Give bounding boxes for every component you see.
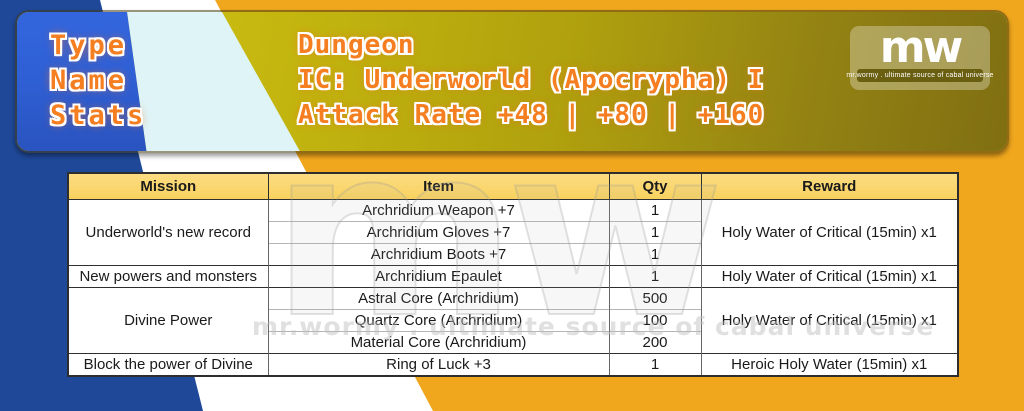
mission-cell: New powers and monsters [67, 265, 269, 288]
table-row: New powers and monsters Archridium Epaule… [67, 265, 959, 288]
banner-blue-panel [17, 12, 147, 151]
table-row: Archridium Boots +7 1 [68, 243, 958, 266]
qty-cell: 1 [608, 221, 702, 244]
qty-cell: 200 [608, 331, 702, 354]
table-header-qty: Qty [608, 172, 702, 200]
mission-cell: Divine Power [67, 287, 269, 354]
item-cell: Astral Core (Archridium) [267, 287, 610, 310]
qty-cell: 1 [608, 353, 702, 376]
table-row: Material Core (Archridium) 200 [68, 331, 958, 354]
qty-cell: 100 [608, 309, 702, 332]
mission-cell: Block the power of Divine [67, 353, 269, 376]
reward-cell: Heroic Holy Water (15min) x1 [700, 353, 959, 376]
item-cell: Archridium Boots +7 [267, 243, 610, 266]
mw-logo-tagline: mr.wormy . ultimate source of cabal univ… [846, 72, 994, 79]
reward-cell: Holy Water of Critical (15min) x1 [700, 265, 959, 288]
qty-cell: 1 [608, 199, 702, 222]
rewards-table-container: Mission Item Qty Reward Underworld's new… [67, 172, 959, 377]
info-banner: Type Name Stats Dungeon IC: Underworld (… [15, 10, 1009, 153]
reward-cell: Holy Water of Critical (15min) x1 [700, 199, 959, 266]
table-row: Archridium Gloves +7 1 [68, 221, 958, 244]
stats-label: Stats [50, 100, 147, 131]
table-row: Underworld's new record Archridium Weapon… [67, 199, 959, 266]
item-cell: Quartz Core (Archridium) [267, 309, 610, 332]
name-label: Name [50, 65, 128, 96]
dungeon-type-line: Dungeon [298, 30, 415, 60]
item-cell: Ring of Luck +3 [267, 353, 610, 376]
dungeon-name-line: IC: Underworld (Apocrypha) I [298, 65, 765, 95]
qty-cell: 1 [608, 265, 702, 288]
item-cell: Archridium Weapon +7 [267, 199, 610, 222]
table-header-row: Mission Item Qty Reward [67, 172, 959, 200]
qty-cell: 500 [608, 287, 702, 310]
mw-logo: mw mr.wormy . ultimate source of cabal u… [846, 22, 993, 90]
rewards-table: Mission Item Qty Reward Underworld's new… [67, 172, 959, 377]
mission-cell: Underworld's new record [67, 199, 269, 266]
table-row: Block the power of Divine Ring of Luck +3… [67, 353, 959, 376]
mw-logo-band: mr.wormy . ultimate source of cabal univ… [846, 69, 993, 82]
table-header-item: Item [267, 172, 610, 200]
reward-cell: Holy Water of Critical (15min) x1 [700, 287, 959, 354]
table-row: Quartz Core (Archridium) 100 [68, 309, 958, 332]
rewards-table-body: Underworld's new record Archridium Weapon… [67, 199, 959, 376]
item-cell: Material Core (Archridium) [267, 331, 610, 354]
table-header-mission: Mission [67, 172, 269, 200]
banner-title: Dungeon IC: Underworld (Apocrypha) I Att… [298, 28, 764, 133]
banner-field-labels: Type Name Stats [50, 28, 146, 133]
table-header-reward: Reward [700, 172, 959, 200]
qty-cell: 1 [608, 243, 702, 266]
mw-logo-text: mw [879, 22, 963, 73]
table-row: Divine Power Astral Core (Archridium) 500 H… [67, 287, 959, 354]
item-cell: Archridium Gloves +7 [267, 221, 610, 244]
item-cell: Archridium Epaulet [267, 265, 610, 288]
type-label: Type [50, 30, 128, 61]
dungeon-stats-line: Attack Rate +48 | +80 | +160 [298, 100, 765, 130]
